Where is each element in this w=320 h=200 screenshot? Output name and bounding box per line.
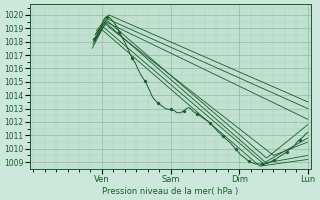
X-axis label: Pression niveau de la mer( hPa ): Pression niveau de la mer( hPa ) <box>102 187 239 196</box>
